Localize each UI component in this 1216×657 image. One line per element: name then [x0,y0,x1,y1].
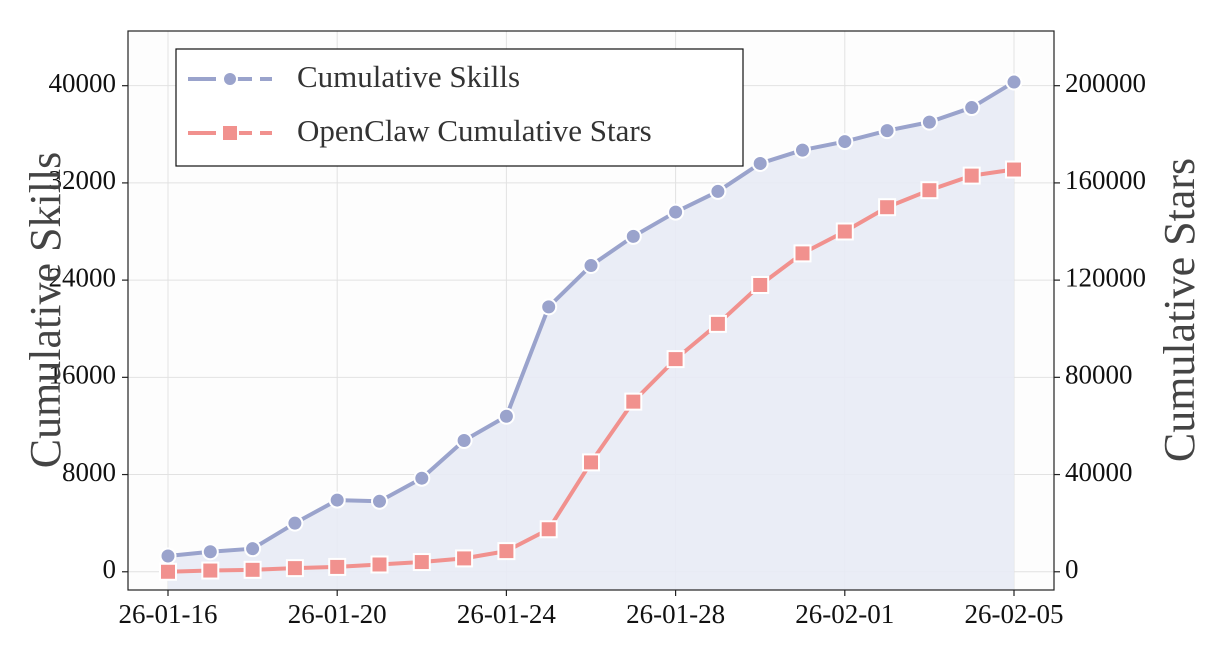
stars-point [751,275,770,294]
y-left-tick-label: 32000 [49,165,117,195]
skills-point [582,257,600,275]
x-tick-label: 26-02-05 [965,599,1064,629]
y-right-tick-label: 160000 [1065,165,1146,195]
y-left-tick-label: 40000 [49,68,117,98]
skills-point [709,182,727,200]
skills-point [455,432,473,450]
stars-point [455,549,474,568]
stars-point [243,560,262,579]
skills-point [794,141,811,159]
y-left-tick-label: 16000 [49,360,117,390]
skills-point [371,492,388,510]
skills-point [963,99,981,117]
skills-area [168,82,1014,591]
x-tick-label: 26-02-01 [795,599,894,629]
stars-point [370,555,389,574]
stars-point [539,520,558,539]
skills-point [836,133,854,151]
y-axis-left: 0 8000 16000 24000 32000 40000 [49,68,128,584]
x-tick-label: 26-01-20 [288,599,387,629]
skills-point [497,407,515,425]
y-right-tick-label: 0 [1065,554,1079,584]
legend-stars-marker [221,124,239,142]
legend-stars-label: OpenClaw Cumulative Stars [297,113,652,148]
y-right-tick-label: 200000 [1065,68,1146,98]
stars-point [835,222,854,241]
y-left-tick-label: 24000 [49,262,117,292]
skills-point [413,469,431,487]
stars-point [159,562,177,581]
skills-point [751,154,769,172]
stars-point [201,561,220,580]
skills-point [624,227,642,245]
legend: Cumulative Skills OpenClaw Cumulative St… [175,48,744,167]
legend-skills-marker [222,71,238,87]
stars-point [285,559,304,578]
y-right-tick-label: 40000 [1065,457,1133,487]
y-left-tick-label: 8000 [62,457,116,487]
y-axis-left-title: Cumulative Skills [21,152,70,469]
skills-point [667,203,685,221]
skills-area-fill [168,82,1014,591]
stars-point [878,198,897,217]
series-markers [159,73,1023,581]
stars-point [328,557,347,576]
y-axis-right-title: Cumulative Stars [1155,158,1204,462]
y-right-tick-label: 80000 [1065,360,1133,390]
skills-point [920,113,938,131]
skills-point [201,543,219,561]
y-left-tick-label: 0 [103,554,117,584]
stars-point [793,244,812,263]
plot-frame [127,30,1055,591]
stars-point [708,314,727,333]
stars-point [497,542,516,561]
skills-point [286,514,304,532]
y-axis-right: 0 40000 80000 120000 160000 200000 [1054,68,1146,584]
legend-skills-label: Cumulative Skills [297,59,520,94]
x-tick-label: 26-01-28 [626,599,725,629]
stars-point [624,392,643,411]
stars-point [582,453,600,472]
skills-point [878,122,896,140]
x-tick-label: 26-01-24 [457,599,556,629]
stars-point [412,553,431,572]
skills-point [540,298,558,316]
legend-box [175,48,744,167]
stars-point [962,166,981,185]
y-right-tick-label: 120000 [1065,262,1146,292]
stars-point [920,181,939,200]
skills-point [159,547,177,565]
x-axis: 26-01-16 26-01-20 26-01-24 26-01-28 26-02-01… [119,590,1064,629]
stars-point [666,350,685,369]
skills-point [1005,73,1023,91]
skills-point [328,491,346,509]
skills-point [244,540,262,558]
x-tick-label: 26-01-16 [119,599,218,629]
stars-point [1005,160,1023,179]
